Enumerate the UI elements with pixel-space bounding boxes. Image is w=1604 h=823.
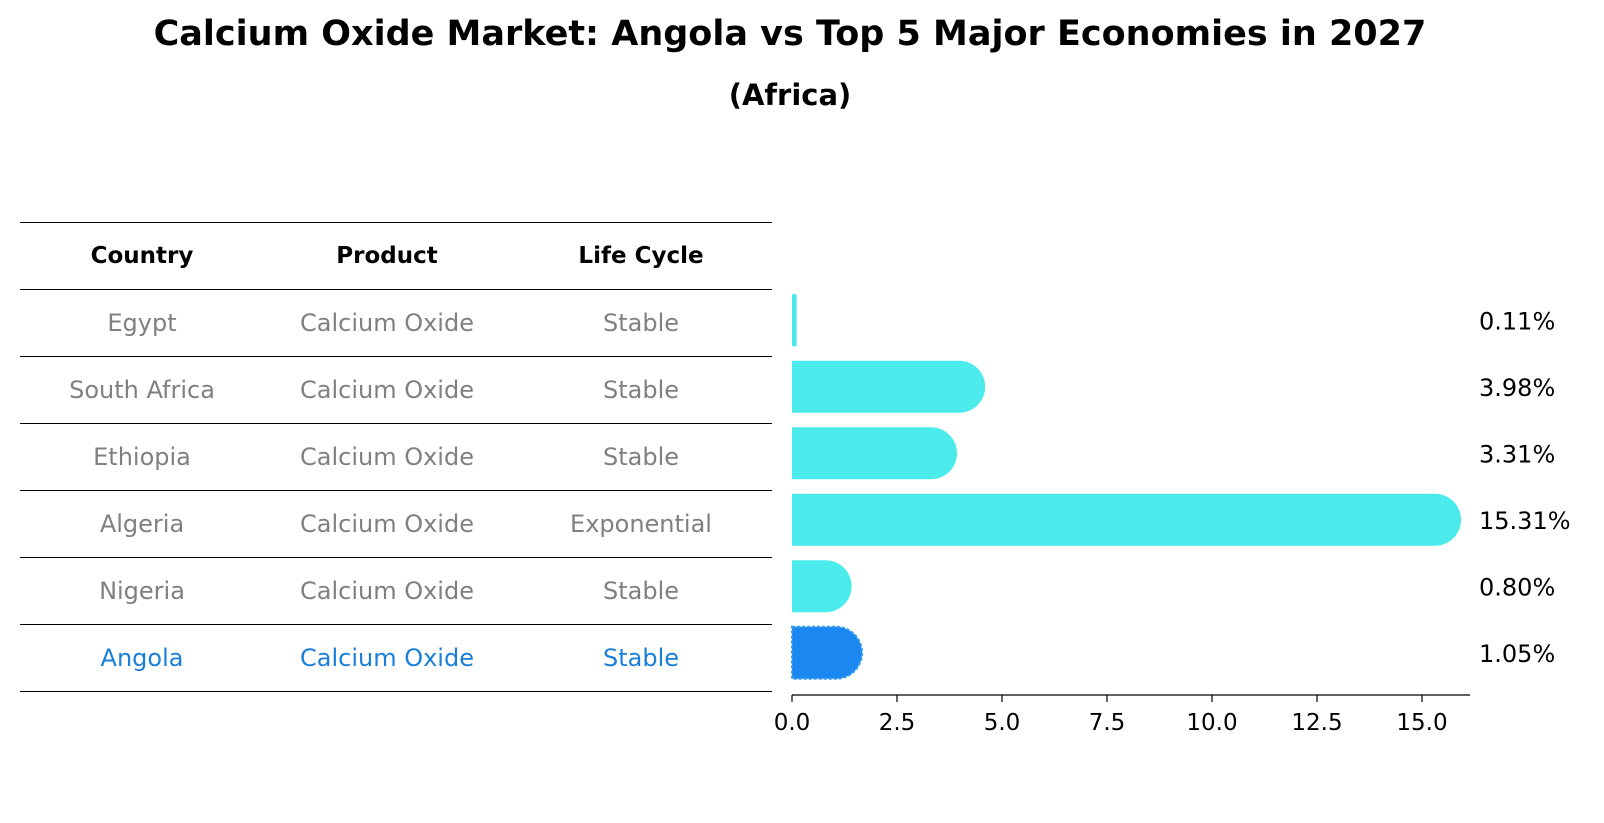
product-cell: Calcium Oxide — [264, 490, 510, 558]
x-tick-label: 7.5 — [1089, 710, 1126, 736]
life-cycle-cell: Exponential — [510, 490, 772, 558]
product-cell: Calcium Oxide — [264, 423, 510, 491]
bar — [792, 493, 1462, 546]
chart-title: Calcium Oxide Market: Angola vs Top 5 Ma… — [153, 14, 1427, 54]
table-row: Egypt Calcium Oxide Stable — [20, 289, 772, 357]
life-cycle-cell: Stable — [510, 289, 772, 357]
life-cycle-cell: Stable — [510, 356, 772, 424]
x-tick-label: 2.5 — [879, 710, 916, 736]
column-header-product: Product — [264, 222, 510, 290]
bar-value-label: 3.98% — [1479, 374, 1555, 402]
table-header-row: Country Product Life Cycle — [20, 222, 772, 290]
product-cell: Calcium Oxide — [264, 356, 510, 424]
x-tick-label: 0.0 — [774, 710, 811, 736]
country-cell: Algeria — [20, 490, 264, 558]
chart-subtitle: (Africa) — [728, 78, 852, 112]
bar-value-label: 0.11% — [1479, 307, 1555, 335]
life-cycle-cell: Stable — [510, 423, 772, 491]
bar — [792, 427, 958, 480]
table-row: South Africa Calcium Oxide Stable — [20, 356, 772, 424]
table-row: Algeria Calcium Oxide Exponential — [20, 490, 772, 558]
product-cell: Calcium Oxide — [264, 289, 510, 357]
bar-value-label: 3.31% — [1479, 440, 1555, 468]
bar — [792, 560, 852, 613]
table-row: Nigeria Calcium Oxide Stable — [20, 557, 772, 625]
product-cell: Calcium Oxide — [264, 624, 510, 692]
life-cycle-cell: Stable — [510, 624, 772, 692]
table-row: Ethiopia Calcium Oxide Stable — [20, 423, 772, 491]
country-cell: Nigeria — [20, 557, 264, 625]
country-cell: Ethiopia — [20, 423, 264, 491]
column-header-country: Country — [20, 222, 264, 290]
table-row-highlight: Angola Calcium Oxide Stable — [20, 624, 772, 692]
bar-highlight — [791, 625, 864, 680]
bar — [792, 294, 797, 347]
bar-value-label: 0.80% — [1479, 573, 1555, 601]
x-tick-label: 15.0 — [1396, 710, 1447, 736]
x-tick-label: 10.0 — [1186, 710, 1237, 736]
product-cell: Calcium Oxide — [264, 557, 510, 625]
life-cycle-cell: Stable — [510, 557, 772, 625]
x-tick-label: 12.5 — [1291, 710, 1342, 736]
country-cell: South Africa — [20, 356, 264, 424]
column-header-life-cycle: Life Cycle — [510, 222, 772, 290]
bar — [792, 360, 986, 413]
bar-value-label: 1.05% — [1479, 640, 1555, 668]
x-tick-label: 5.0 — [984, 710, 1021, 736]
country-cell: Angola — [20, 624, 264, 692]
country-cell: Egypt — [20, 289, 264, 357]
bar-value-label: 15.31% — [1479, 507, 1571, 535]
data-table: Country Product Life Cycle Egypt Calcium… — [20, 222, 772, 692]
